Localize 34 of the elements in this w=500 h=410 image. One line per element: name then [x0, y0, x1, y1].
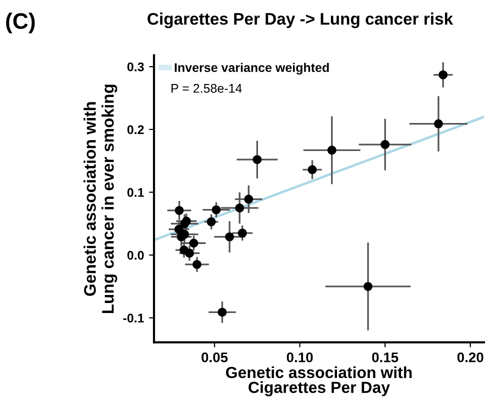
point [327, 146, 336, 155]
text: (C) [6, 12, 35, 34]
legend-label: Inverse variance weighted [174, 62, 329, 75]
point [364, 282, 373, 291]
x-tick-label: 0.15 [372, 352, 398, 362]
point [212, 205, 221, 214]
point [206, 217, 216, 226]
point [380, 140, 390, 150]
y-tick-label: -0.1 [123, 314, 144, 323]
point [174, 206, 184, 215]
point [192, 260, 202, 269]
point [174, 224, 184, 234]
point [252, 155, 262, 164]
point [225, 232, 234, 242]
point [184, 248, 194, 258]
point [189, 238, 198, 248]
point [438, 70, 448, 80]
y-tick-label: 0.0 [127, 250, 144, 260]
point [180, 219, 190, 228]
x-tick-label: 0.20 [457, 352, 484, 362]
point [434, 119, 443, 128]
annotation: P = 2.58e-14 [172, 84, 242, 93]
y-tick-label: 0.3 [127, 62, 144, 72]
y-axis-title: Genetic association with Lung cancer in ever smoking [84, 84, 118, 314]
chart-title: Cigarettes Per Day -> Lung cancer risk [148, 12, 454, 28]
point [244, 194, 254, 204]
x-axis-title: Genetic association with Cigarettes Per Day [226, 366, 412, 396]
x-tick-label: 0.10 [286, 352, 313, 362]
y-tick-label: 0.2 [127, 125, 144, 134]
point [235, 203, 244, 212]
point [238, 228, 247, 238]
point [218, 308, 227, 317]
y-tick-label: 0.1 [127, 188, 144, 197]
x-tick-label: 0.05 [202, 352, 228, 362]
